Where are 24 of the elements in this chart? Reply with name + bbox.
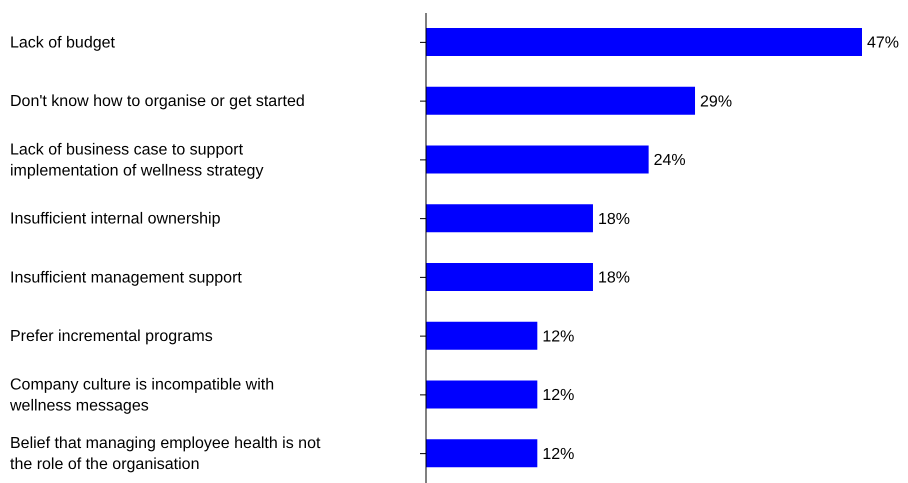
data-label: 47% [867, 34, 900, 52]
bar [426, 204, 593, 232]
bar [426, 28, 862, 56]
bar [426, 146, 649, 174]
data-label: 12% [542, 446, 574, 463]
y-tick-label: Lack of budget [10, 34, 116, 51]
bar [426, 380, 538, 408]
data-label: 18% [598, 210, 630, 228]
data-label: 12% [542, 328, 574, 346]
y-tick-label: Lack of business case to support implementation of wellness strategy [10, 140, 264, 179]
y-tick-label: Insufficient internal ownership [10, 210, 221, 228]
bar [426, 263, 593, 291]
y-tick-label: Prefer incremental programs [10, 328, 213, 345]
data-label: 24% [654, 152, 686, 170]
y-tick-label: Company culture is incompatible with wellness messages [9, 376, 274, 414]
data-label: 29% [700, 93, 732, 110]
bar [426, 322, 538, 350]
bar [426, 439, 538, 468]
data-label: 18% [598, 270, 630, 287]
bar [426, 86, 696, 115]
y-tick-label: Insufficient management support [10, 268, 242, 286]
y-tick-label: Don't know how to organise or get started [10, 92, 305, 110]
data-label: 12% [542, 387, 574, 404]
y-tick-label: Belief that managing employee health is not the role of the organisation [10, 434, 321, 473]
